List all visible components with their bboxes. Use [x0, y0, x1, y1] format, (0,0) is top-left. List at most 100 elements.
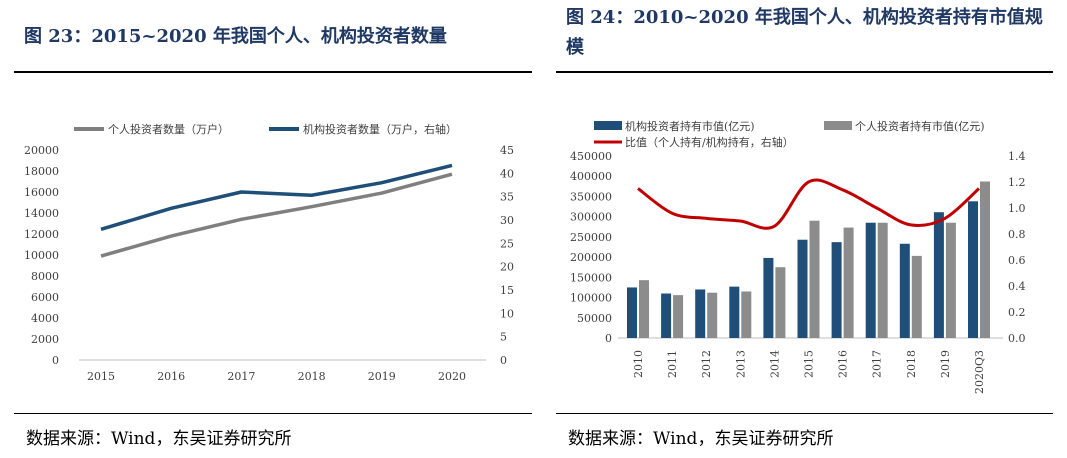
x-tick-label: 2020 [438, 370, 466, 383]
left-title-rule [14, 71, 532, 73]
x-tick-label: 2016 [837, 350, 850, 378]
legend-swatch [824, 121, 852, 130]
series-line-institutional [100, 163, 453, 232]
y-left-tick-label: 300000 [570, 211, 612, 224]
right-source-note: 数据来源：Wind，东吴证券研究所 [568, 429, 834, 449]
institutional-bar [695, 289, 706, 338]
y-right-tick-label: 5 [500, 331, 507, 344]
right-chart-title: 图 24：2010~2020 年我国个人、机构投资者持有市值规模 [566, 7, 1043, 58]
individual-bar [639, 280, 649, 338]
individual-bar [945, 222, 956, 338]
institutional-bar [763, 257, 774, 338]
y-right-tick-label: 30 [500, 214, 514, 227]
individual-bar [707, 292, 718, 338]
legend-label: 比值（个人持有/机构持有，右轴） [625, 135, 794, 149]
x-tick-label: 2016 [157, 370, 185, 383]
legend-label: 机构投资者数量（万户，右轴） [303, 122, 457, 136]
y-left-tick-label: 6000 [31, 291, 59, 304]
right-chart-panel: 图 24：2010~2020 年我国个人、机构投资者持有市值规模 0 50000 1… [556, 0, 1053, 458]
individual-bar [843, 227, 854, 338]
series-line-individual [100, 172, 453, 258]
x-tick-label: 2015 [87, 370, 115, 383]
investor-count-chart: 0 2000 4000 6000 8000 10000 12000 14000 16000 180… [24, 122, 514, 383]
right-title-rule [556, 71, 1053, 73]
y-left-tick-label: 400000 [570, 170, 612, 183]
institutional-bar [797, 239, 808, 338]
y-left-tick-label: 0 [605, 332, 612, 345]
individual-bar [673, 295, 684, 338]
institutional-bar [729, 286, 740, 338]
y-left-tick-label: 12000 [24, 228, 59, 241]
y-left-tick-label: 200000 [570, 251, 612, 264]
x-tick-label: 2014 [768, 350, 781, 378]
y-left-tick-label: 8000 [31, 270, 59, 283]
y-right-tick-label: 25 [500, 237, 514, 250]
x-tick-label: 2019 [368, 370, 396, 383]
x-tick-label: 2011 [666, 350, 679, 378]
y-left-tick-label: 50000 [577, 312, 612, 325]
individual-bar [775, 267, 786, 338]
y-right-tick-label: 0.6 [1008, 254, 1026, 267]
legend-swatch [594, 121, 622, 130]
x-tick-label: 2010 [632, 350, 645, 378]
institutional-bar [831, 242, 842, 338]
y-right-tick-label: 10 [500, 307, 514, 320]
y-left-tick-label: 150000 [570, 271, 612, 284]
left-chart-panel: 图 23：2015~2020 年我国个人、机构投资者数量 0 2000 4000 60… [14, 0, 532, 458]
y-right-tick-label: 40 [500, 167, 514, 180]
left-chart-title: 图 23：2015~2020 年我国个人、机构投资者数量 [24, 26, 447, 47]
legend-label: 机构投资者持有市值(亿元) [625, 119, 755, 133]
y-right-tick-label: 45 [500, 144, 514, 157]
y-left-tick-label: 250000 [570, 231, 612, 244]
y-left-tick-label: 0 [52, 354, 59, 367]
institutional-bar [661, 293, 672, 338]
institutional-bar [899, 243, 910, 338]
y-right-tick-label: 1.0 [1008, 202, 1026, 215]
institutional-bar [627, 287, 637, 338]
individual-bar [911, 255, 922, 338]
individual-bar [877, 222, 888, 338]
x-tick-label: 2015 [803, 350, 816, 378]
y-right-tick-label: 0.0 [1008, 332, 1026, 345]
individual-bar [809, 220, 820, 338]
y-left-tick-label: 18000 [24, 165, 59, 178]
y-right-tick-label: 0.8 [1008, 228, 1026, 241]
y-left-tick-label: 100000 [570, 292, 612, 305]
individual-bar [741, 291, 752, 338]
y-right-tick-label: 1.4 [1008, 150, 1026, 163]
x-tick-label: 2017 [871, 350, 884, 378]
market-value-chart: 0 50000 100000 150000 200000 250000 300000 3500… [570, 119, 1026, 394]
institutional-bar [968, 201, 978, 338]
y-left-tick-label: 14000 [24, 207, 59, 220]
ratio-line [637, 178, 981, 230]
y-left-tick-label: 10000 [24, 249, 59, 262]
x-tick-label: 2018 [905, 350, 918, 378]
left-source-note: 数据来源：Wind，东吴证券研究所 [26, 429, 292, 449]
x-tick-label: 2019 [939, 350, 952, 378]
y-right-tick-label: 0.4 [1008, 280, 1026, 293]
x-tick-label: 2020Q3 [973, 350, 986, 394]
y-right-tick-label: 15 [500, 284, 514, 297]
right-source-rule [556, 413, 1053, 414]
y-left-tick-label: 20000 [24, 144, 59, 157]
y-left-tick-label: 16000 [24, 186, 59, 199]
legend-label: 个人投资者数量（万户） [108, 122, 229, 136]
y-right-tick-label: 1.2 [1008, 176, 1026, 189]
y-left-tick-label: 4000 [31, 312, 59, 325]
x-tick-label: 2018 [298, 370, 326, 383]
individual-bar [980, 181, 990, 338]
y-left-tick-label: 350000 [570, 190, 612, 203]
x-tick-label: 2017 [227, 370, 255, 383]
x-tick-label: 2013 [734, 350, 747, 378]
y-right-tick-label: 20 [500, 261, 514, 274]
legend-label: 个人投资者持有市值(亿元) [855, 119, 985, 133]
y-left-tick-label: 450000 [570, 150, 612, 163]
y-left-tick-label: 2000 [31, 333, 59, 346]
y-right-tick-label: 35 [500, 191, 514, 204]
institutional-bar [933, 212, 944, 338]
left-source-rule [14, 413, 532, 414]
x-tick-label: 2012 [700, 350, 713, 378]
y-right-tick-label: 0.2 [1008, 306, 1026, 319]
y-right-tick-label: 0 [500, 354, 507, 367]
institutional-bar [865, 222, 876, 338]
